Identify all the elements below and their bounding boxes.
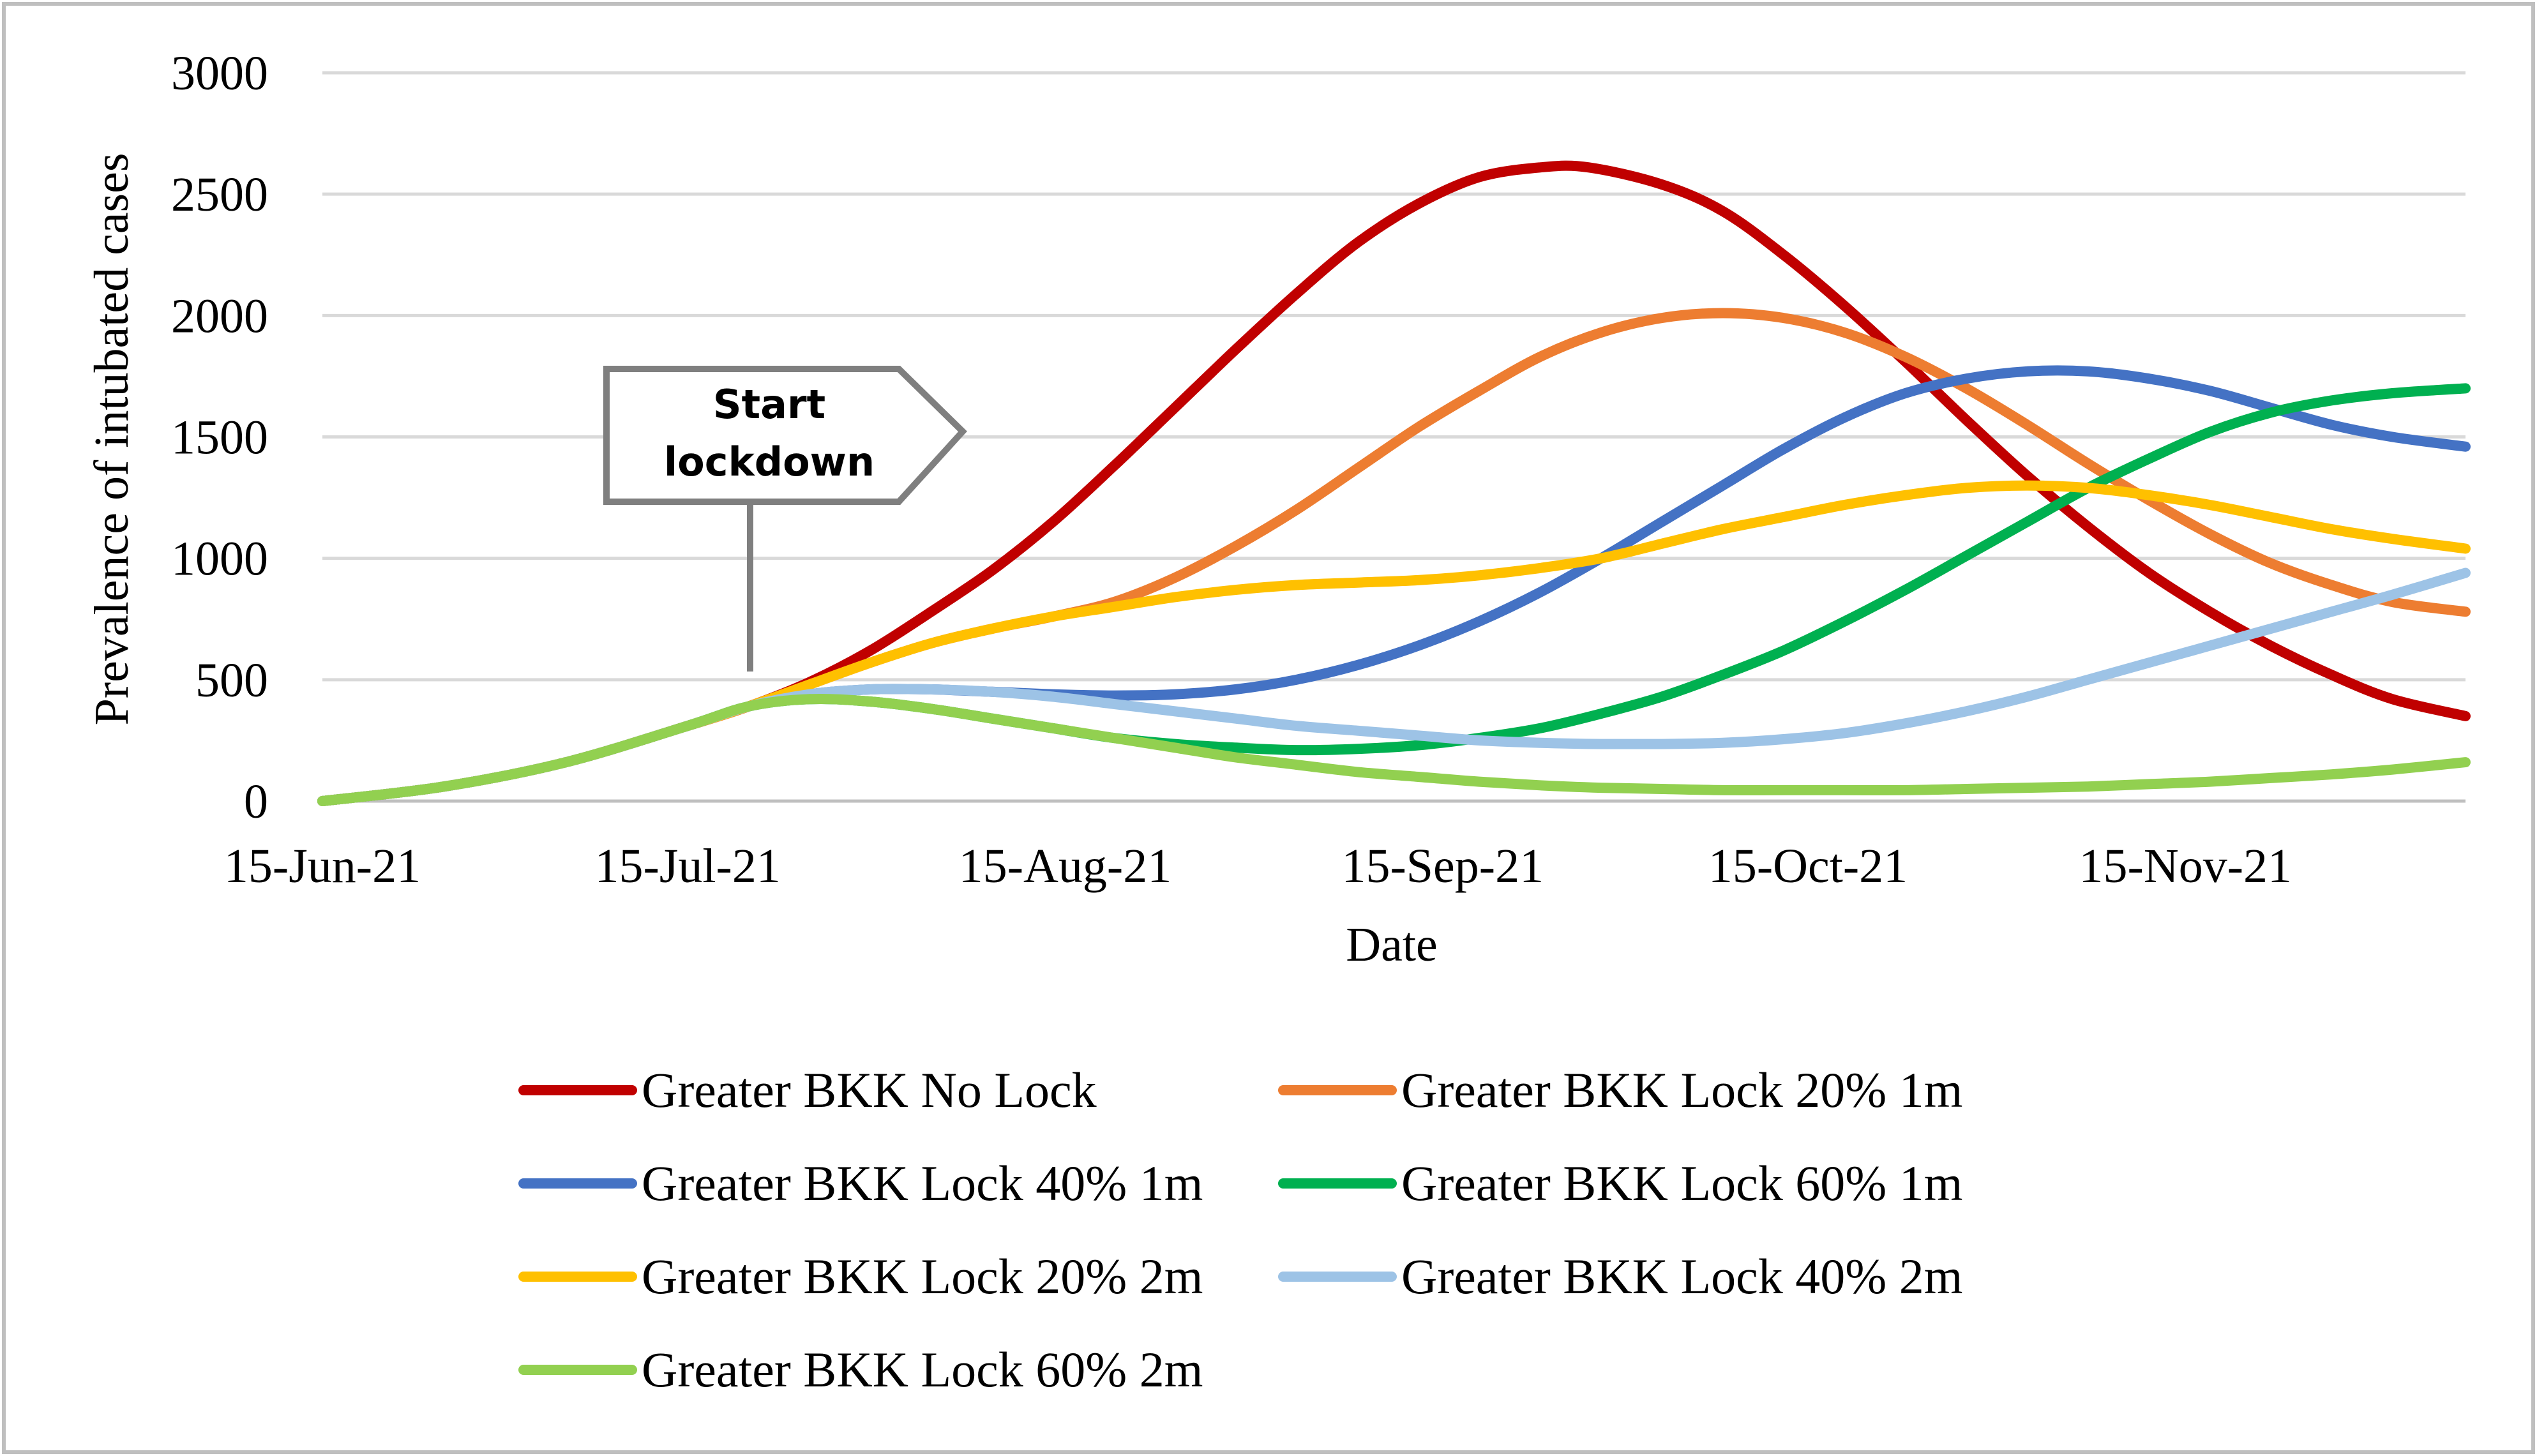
y-tick-label: 3000 — [171, 47, 268, 100]
legend-label: Greater BKK Lock 20% 2m — [642, 1249, 1203, 1304]
y-tick-label: 1500 — [171, 411, 268, 465]
y-tick-label: 1000 — [171, 532, 268, 586]
x-axis-ticks: 15-Jun-21 15-Jul-21 15-Aug-21 15-Sep-21 15-O… — [224, 839, 2292, 893]
series-line-7 — [317, 693, 2471, 806]
legend: Greater BKK No Lock Greater BKK Lock 20% … — [518, 1062, 1962, 1397]
x-tick-label: 15-Sep-21 — [1341, 839, 1544, 893]
legend-label: Greater BKK Lock 40% 1m — [642, 1155, 1203, 1211]
x-tick-label: 15-Oct-21 — [1708, 839, 1908, 893]
y-tick-label: 500 — [195, 654, 268, 707]
x-tick-label: 15-Jul-21 — [595, 839, 781, 893]
x-tick-label: 15-Jun-21 — [224, 839, 421, 893]
y-tick-label: 0 — [244, 775, 268, 829]
y-tick-label: 2500 — [171, 168, 268, 221]
x-tick-label: 15-Aug-21 — [959, 839, 1172, 893]
start-lockdown-callout: Start lockdown — [603, 366, 967, 672]
legend-label: Greater BKK Lock 60% 1m — [1401, 1155, 1962, 1211]
legend-label: Greater BKK Lock 40% 2m — [1401, 1249, 1962, 1304]
legend-label: Greater BKK Lock 20% 1m — [1401, 1062, 1962, 1118]
legend-label: Greater BKK No Lock — [642, 1062, 1097, 1118]
callout-box — [603, 366, 967, 505]
series-lines — [317, 160, 2471, 806]
y-axis-ticks: 0 500 1000 1500 2000 2500 3000 — [171, 47, 268, 829]
y-tick-label: 2000 — [171, 289, 268, 343]
x-tick-label: 15-Nov-21 — [2079, 839, 2292, 893]
callout-line-2: lockdown — [664, 439, 875, 485]
x-axis-label: Date — [1346, 918, 1437, 972]
callout-line-1: Start — [713, 381, 825, 428]
y-axis-label: Prevalence of intubated cases — [85, 153, 139, 726]
legend-label: Greater BKK Lock 60% 2m — [642, 1342, 1203, 1397]
